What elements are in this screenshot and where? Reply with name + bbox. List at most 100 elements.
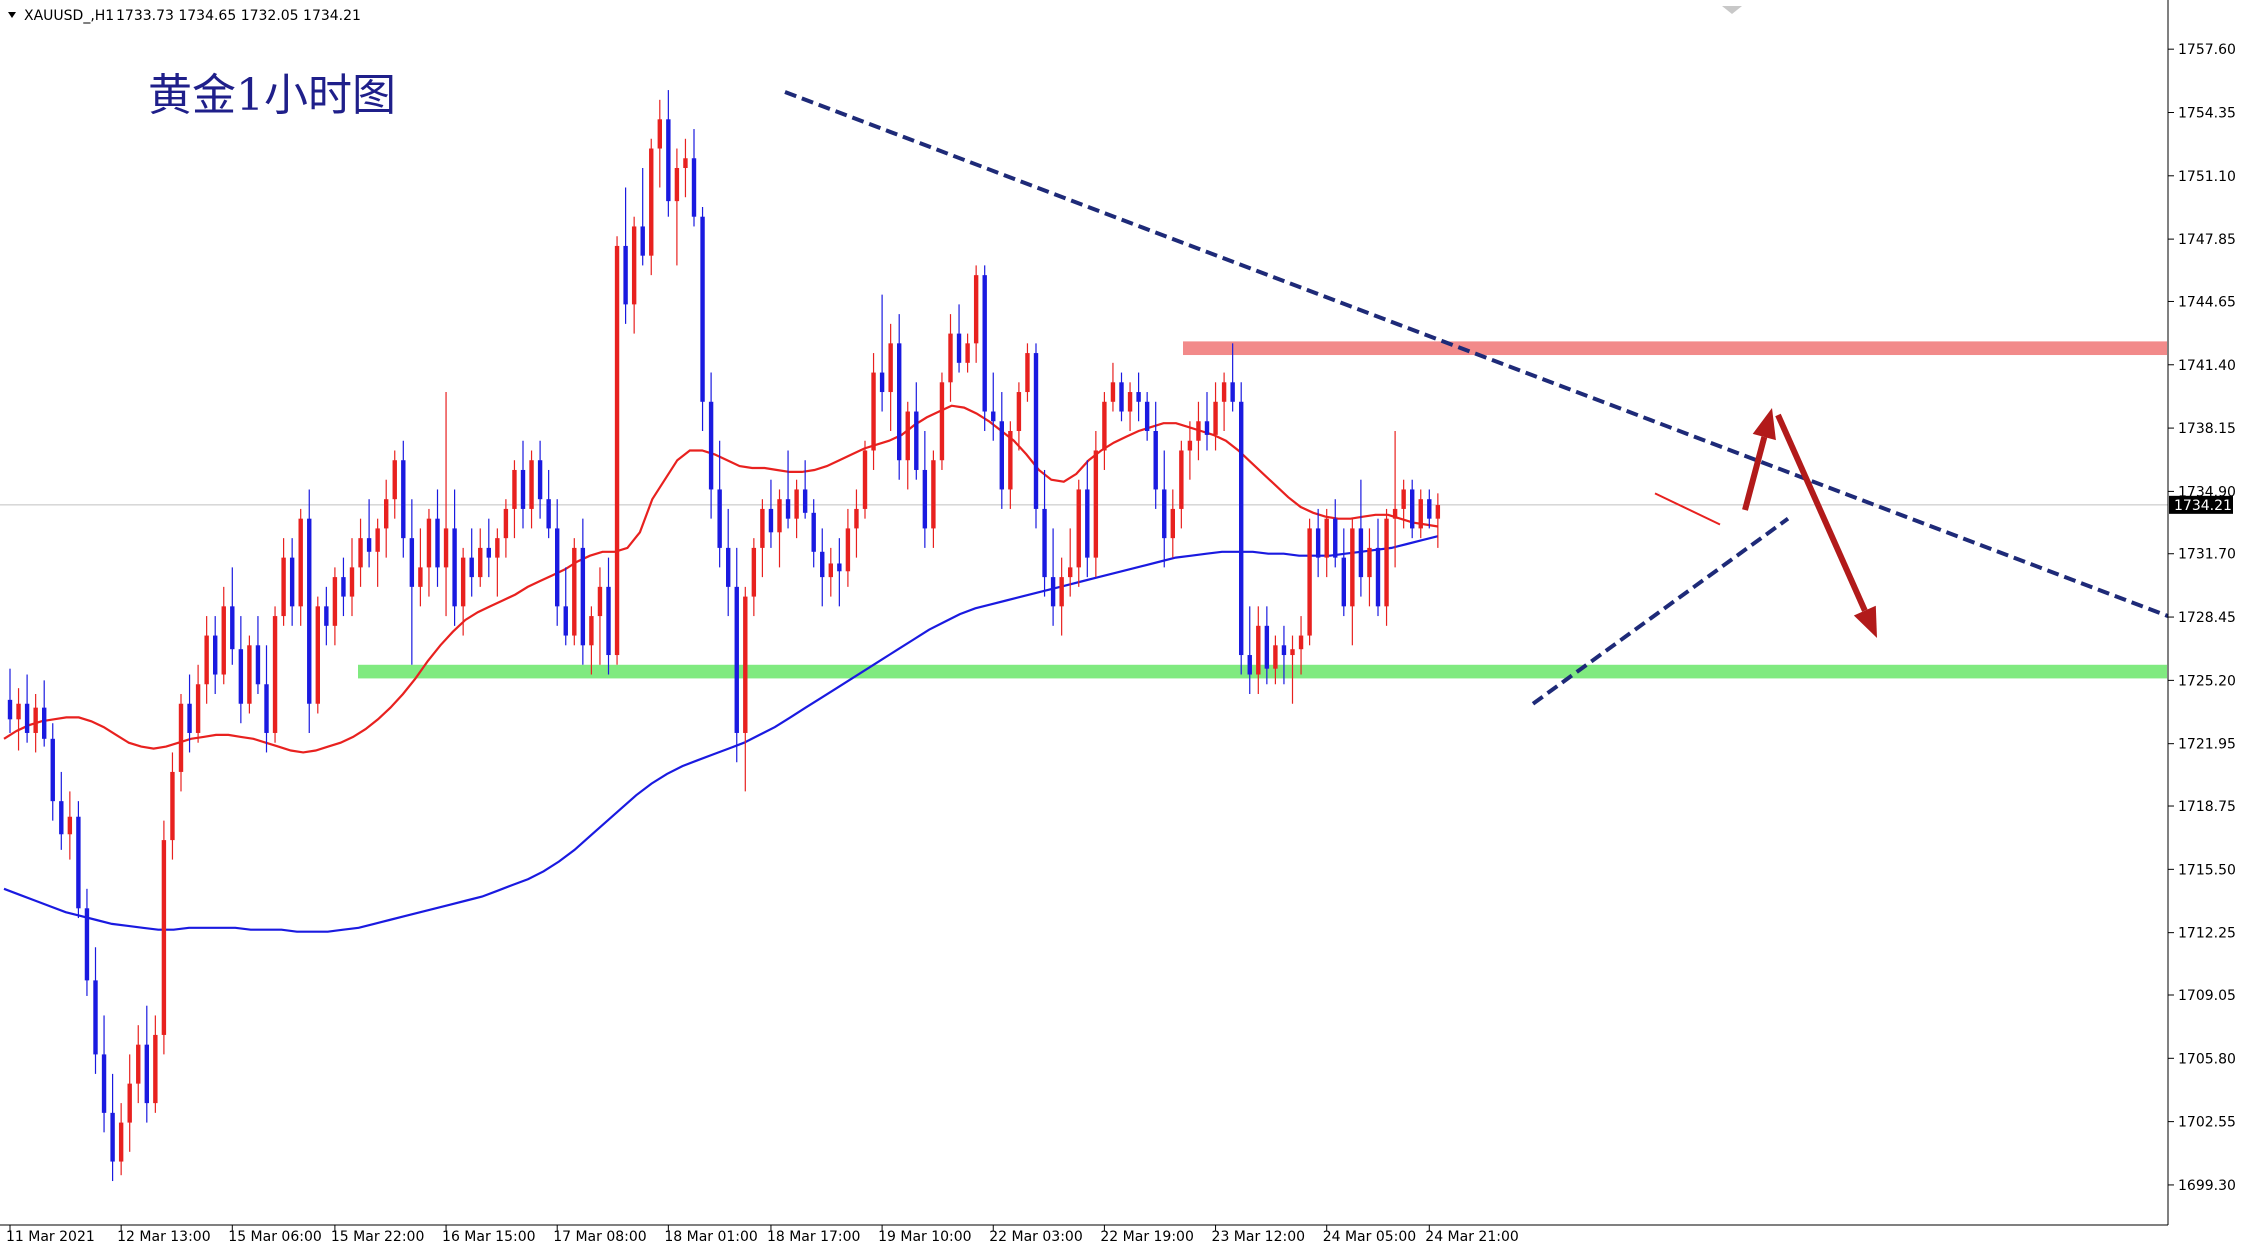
bear-candle	[59, 771, 64, 850]
bull-candle	[358, 518, 363, 587]
bull-candle	[1093, 431, 1099, 578]
bear-candle	[84, 888, 90, 996]
candle-body	[1375, 547, 1381, 607]
bear-candle	[264, 645, 269, 753]
bull-candle	[572, 538, 577, 646]
bull-candle	[426, 508, 432, 597]
bull-candle	[315, 596, 320, 714]
candle-body	[1324, 518, 1329, 558]
candle-body	[1179, 450, 1184, 509]
bull-candle	[153, 1015, 158, 1113]
bull-candle	[512, 460, 517, 539]
candle-body	[1410, 489, 1415, 529]
bear-candle	[238, 616, 244, 724]
bull-candle	[247, 635, 252, 714]
triangle-edge-line	[1654, 492, 1721, 526]
price-tick-label: 1754.35	[2178, 105, 2236, 121]
candle-body	[572, 547, 577, 636]
bear-candle	[101, 1015, 107, 1133]
dropdown-triangle-icon[interactable]	[8, 12, 16, 18]
bear-candle	[802, 460, 808, 519]
candle-body	[495, 538, 500, 558]
time-tick-label: 11 Mar 2021	[6, 1229, 95, 1245]
candle-body	[93, 980, 98, 1055]
bull-candle	[272, 606, 278, 743]
bear-candle	[144, 1005, 149, 1123]
bull-candle	[1025, 343, 1030, 402]
candle-body	[717, 489, 722, 548]
bull-candle	[1401, 479, 1406, 529]
candle-body	[931, 460, 936, 529]
price-tick-label: 1725.20	[2178, 673, 2236, 689]
candle-body	[1127, 392, 1133, 412]
candle-body	[1213, 401, 1218, 435]
price-tick-label: 1738.15	[2178, 421, 2236, 437]
candle-body	[879, 372, 885, 393]
candle-body	[743, 596, 748, 733]
bull-candle	[751, 538, 757, 617]
bull-candle	[1367, 528, 1372, 607]
candle-body	[631, 226, 637, 305]
candle-body	[1307, 528, 1312, 636]
candle-body	[811, 512, 816, 552]
bull-candle	[161, 820, 167, 1055]
candle-body	[768, 508, 774, 533]
candle-body	[1059, 577, 1064, 607]
candle-body	[1025, 353, 1030, 393]
candle-body	[666, 119, 671, 202]
candle-body	[50, 738, 55, 802]
candle-body	[520, 469, 526, 509]
candle-body	[640, 226, 645, 256]
candle-body	[991, 411, 996, 422]
candle-body	[24, 703, 30, 733]
candle-body	[914, 411, 919, 470]
candle-body	[845, 528, 851, 572]
bull-candle	[1059, 557, 1064, 636]
bear-candle	[666, 90, 671, 217]
bull-candle	[1435, 493, 1441, 548]
bull-candle	[1392, 431, 1398, 568]
candle-body	[341, 577, 346, 597]
bear-candle	[1239, 382, 1244, 675]
bull-candle	[478, 528, 483, 587]
bear-candle	[1144, 392, 1150, 441]
bear-candle	[991, 372, 996, 441]
time-tick-label: 24 Mar 05:00	[1323, 1229, 1416, 1245]
candle-body	[1341, 557, 1346, 607]
candle-body	[589, 616, 594, 646]
candle-body	[452, 528, 457, 607]
scroll-marker-icon[interactable]	[1722, 6, 1742, 14]
arrow-shaft	[1742, 436, 1768, 511]
bull-candle	[674, 148, 680, 266]
candle-body	[384, 499, 389, 529]
candle-body	[939, 382, 945, 461]
bear-candle	[1162, 450, 1167, 568]
symbol-label: XAUUSD_,H1	[24, 8, 114, 24]
candle-body	[213, 635, 218, 675]
bull-candle	[871, 353, 876, 470]
candle-body	[195, 684, 201, 733]
candle-body	[1290, 649, 1295, 656]
candle-body	[982, 275, 987, 412]
bull-candle	[1170, 489, 1175, 558]
bear-candle	[213, 616, 218, 695]
candle-body	[734, 586, 739, 733]
time-tick-label: 18 Mar 17:00	[767, 1229, 860, 1245]
candle-body	[1016, 392, 1022, 432]
price-tick-label: 1741.40	[2178, 358, 2236, 374]
bear-candle	[982, 265, 987, 432]
bull-candle	[854, 489, 859, 558]
candle-body	[170, 771, 175, 841]
bear-candle	[469, 528, 474, 597]
bull-candle	[777, 489, 782, 568]
bull-candle	[298, 508, 303, 626]
candle-body	[230, 606, 235, 650]
candle-body	[1435, 505, 1441, 519]
bull-candle	[965, 333, 970, 373]
bull-candle	[888, 323, 893, 432]
price-tick-label: 1712.25	[2178, 926, 2236, 942]
candle-body	[1076, 489, 1081, 568]
